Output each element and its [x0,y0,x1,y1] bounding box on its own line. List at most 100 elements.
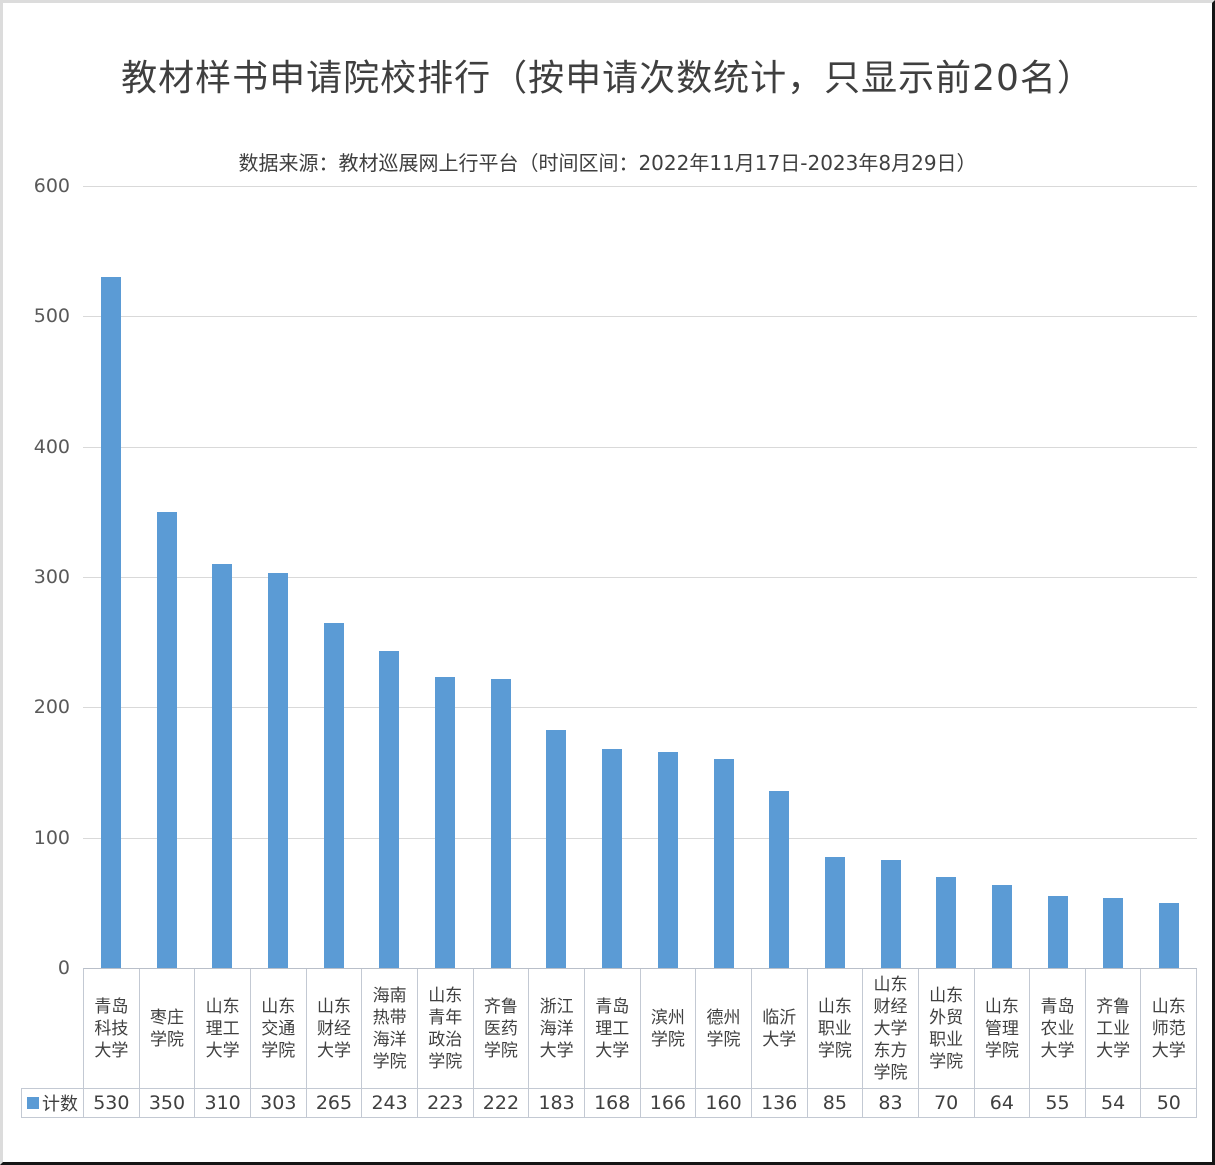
category-cell: 青岛 科技 大学 [84,969,140,1088]
value-cell: 55 [1030,1089,1086,1117]
gridline [83,186,1197,187]
category-cell: 山东 管理 学院 [975,969,1031,1088]
bar [379,651,400,968]
category-label: 德州 学院 [706,1007,741,1050]
category-label: 齐鲁 工业 大学 [1096,996,1131,1061]
bar [1103,897,1124,968]
category-label: 山东 师范 大学 [1151,996,1186,1061]
category-cell: 齐鲁 医药 学院 [474,969,530,1088]
y-axis-tick-label: 200 [33,696,70,719]
y-axis-tick-label: 400 [33,435,70,458]
value-cell: 223 [418,1089,474,1117]
category-cell: 山东 外贸 职业 学院 [919,969,975,1088]
bar [100,277,121,968]
bar [936,876,957,968]
category-label: 临沂 大学 [762,1007,797,1050]
bar [1159,902,1180,968]
bar [156,511,177,968]
data-table-values-row: 计数 530 350 310 303 265 243 223 222 183 168 166 160 1… [21,1088,1198,1118]
category-label: 山东 职业 学院 [817,996,852,1061]
category-label: 山东 管理 学院 [984,996,1019,1061]
gridline [83,707,1197,709]
category-cell: 青岛 理工 大学 [585,969,641,1088]
bar [267,573,288,968]
chart-title: 教材样书申请院校排行（按申请次数统计，只显示前20名） [121,58,1094,99]
bar [602,749,623,968]
category-cell: 山东 财经 大学 [307,969,363,1088]
bar [880,859,901,968]
category-label: 海南 热带 海洋 学院 [372,985,407,1072]
value-cell: 83 [863,1089,919,1117]
value-cell: 350 [140,1089,196,1117]
value-cell: 85 [808,1089,864,1117]
value-cell: 530 [84,1089,140,1117]
y-axis-tick-label: 300 [33,566,70,588]
value-cell: 222 [474,1089,530,1117]
y-axis-tick-label: 100 [33,826,70,849]
category-label: 浙江 海洋 大学 [539,996,574,1061]
bar [435,677,456,968]
category-cell: 山东 理工 大学 [195,969,251,1088]
value-cell: 54 [1086,1089,1142,1117]
category-label: 枣庄 学院 [149,1007,184,1050]
category-cell: 德州 学院 [696,969,752,1088]
category-label: 青岛 科技 大学 [94,996,129,1061]
category-label: 青岛 农业 大学 [1040,996,1075,1061]
legend-series-marker-icon [27,1097,39,1109]
gridline [83,316,1197,318]
category-cell: 山东 职业 学院 [808,969,864,1088]
bar [212,563,233,968]
y-axis-tick-label: 0 [57,957,70,979]
bar [992,884,1013,968]
data-table-category-row: 青岛 科技 大学 枣庄 学院 山东 理工 大学 山东 交通 学院 山东 财经 大学 海南 … [83,968,1198,1088]
category-cell: 山东 师范 大学 [1141,969,1198,1088]
gridline [83,837,1197,839]
bar [1047,896,1068,968]
chart-subtitle: 数据来源：教材巡展网上行平台（时间区间：2022年11月17日-2023年8月2… [238,151,977,175]
category-cell: 浙江 海洋 大学 [529,969,585,1088]
category-label: 山东 财经 大学 东方 学院 [873,974,908,1083]
bar [490,678,511,968]
value-cell: 265 [307,1089,363,1117]
category-cell: 滨州 学院 [641,969,697,1088]
y-axis-tick-label: 500 [33,305,70,328]
value-cell: 303 [251,1089,307,1117]
value-cell: 64 [975,1089,1031,1117]
value-cell: 310 [195,1089,251,1117]
value-cell: 168 [585,1089,641,1117]
value-cell: 70 [919,1089,975,1117]
category-label: 滨州 学院 [650,1007,685,1050]
legend-key: 计数 [22,1089,84,1117]
gridline [83,577,1197,578]
category-label: 山东 理工 大学 [205,996,240,1061]
value-cell: 136 [752,1089,808,1117]
bar [546,729,567,968]
value-cell: 183 [529,1089,585,1117]
bar [769,790,790,968]
gridline [83,446,1197,448]
bar [323,622,344,968]
category-cell: 枣庄 学院 [140,969,196,1088]
value-cell: 50 [1141,1089,1198,1117]
category-label: 青岛 理工 大学 [595,996,630,1061]
value-cell: 166 [641,1089,697,1117]
category-label: 山东 青年 政治 学院 [428,985,463,1072]
category-cell: 青岛 农业 大学 [1030,969,1086,1088]
category-label: 山东 财经 大学 [316,996,351,1061]
category-cell: 临沂 大学 [752,969,808,1088]
category-cell: 海南 热带 海洋 学院 [362,969,418,1088]
category-label: 齐鲁 医药 学院 [483,996,518,1061]
bar [657,751,678,968]
bar [713,759,734,968]
y-axis-tick-label: 600 [33,175,70,197]
value-cell: 243 [362,1089,418,1117]
category-label: 山东 交通 学院 [261,996,296,1061]
value-cell: 160 [696,1089,752,1117]
category-cell: 山东 财经 大学 东方 学院 [863,969,919,1088]
category-cell: 山东 青年 政治 学院 [418,969,474,1088]
category-cell: 齐鲁 工业 大学 [1086,969,1142,1088]
category-label: 山东 外贸 职业 学院 [929,985,964,1072]
plot-area [83,186,1197,968]
bar [824,857,845,968]
